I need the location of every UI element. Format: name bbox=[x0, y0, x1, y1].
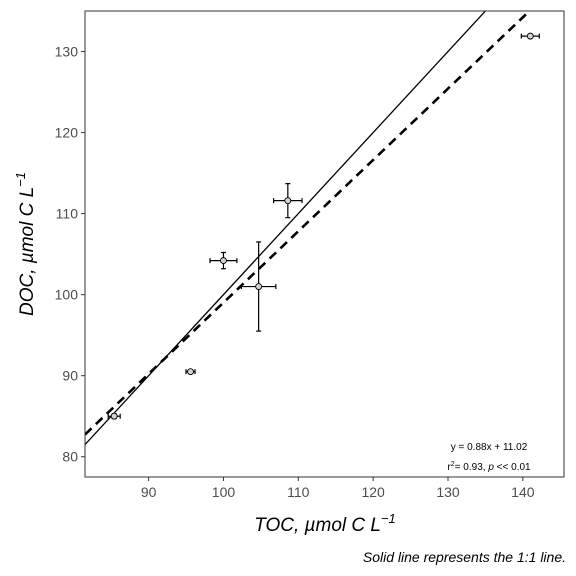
y-axis-title: DOC, µmol C L−1 bbox=[13, 172, 38, 316]
caption: Solid line represents the 1:1 line. bbox=[363, 549, 566, 565]
y-tick-label: 130 bbox=[55, 44, 79, 60]
x-tick-label: 120 bbox=[361, 484, 385, 500]
x-tick-label: 130 bbox=[436, 484, 460, 500]
data-point bbox=[255, 283, 263, 290]
x-tick-label: 100 bbox=[212, 484, 236, 500]
x-tick-label: 110 bbox=[287, 484, 310, 500]
x-tick-label: 90 bbox=[141, 484, 157, 500]
panel-border bbox=[84, 10, 565, 478]
y-axis-ticks: 80 90 100 110 120 130 bbox=[55, 44, 85, 465]
regression-line bbox=[85, 11, 532, 436]
data-point bbox=[284, 197, 292, 205]
y-tick-label: 90 bbox=[62, 368, 78, 384]
points-layer bbox=[110, 32, 534, 420]
panel-background bbox=[85, 11, 564, 477]
data-point bbox=[220, 257, 227, 265]
x-axis-title: TOC, µmol C L−1 bbox=[254, 511, 396, 536]
data-point bbox=[110, 412, 118, 420]
y-tick-label: 80 bbox=[62, 449, 78, 465]
y-tick-label: 120 bbox=[55, 125, 79, 141]
y-tick-label: 100 bbox=[55, 287, 79, 303]
y-tick-label: 110 bbox=[56, 206, 79, 222]
data-point bbox=[187, 368, 194, 376]
data-point bbox=[526, 32, 534, 40]
x-axis-ticks: 90 100 110 120 130 140 bbox=[141, 477, 535, 500]
lines-layer bbox=[85, 11, 532, 446]
x-tick-label: 140 bbox=[511, 484, 535, 500]
regression-stats: r2= 0.93, p << 0.01 bbox=[447, 461, 531, 473]
regression-equation: y = 0.88x + 11.02 bbox=[451, 442, 528, 453]
